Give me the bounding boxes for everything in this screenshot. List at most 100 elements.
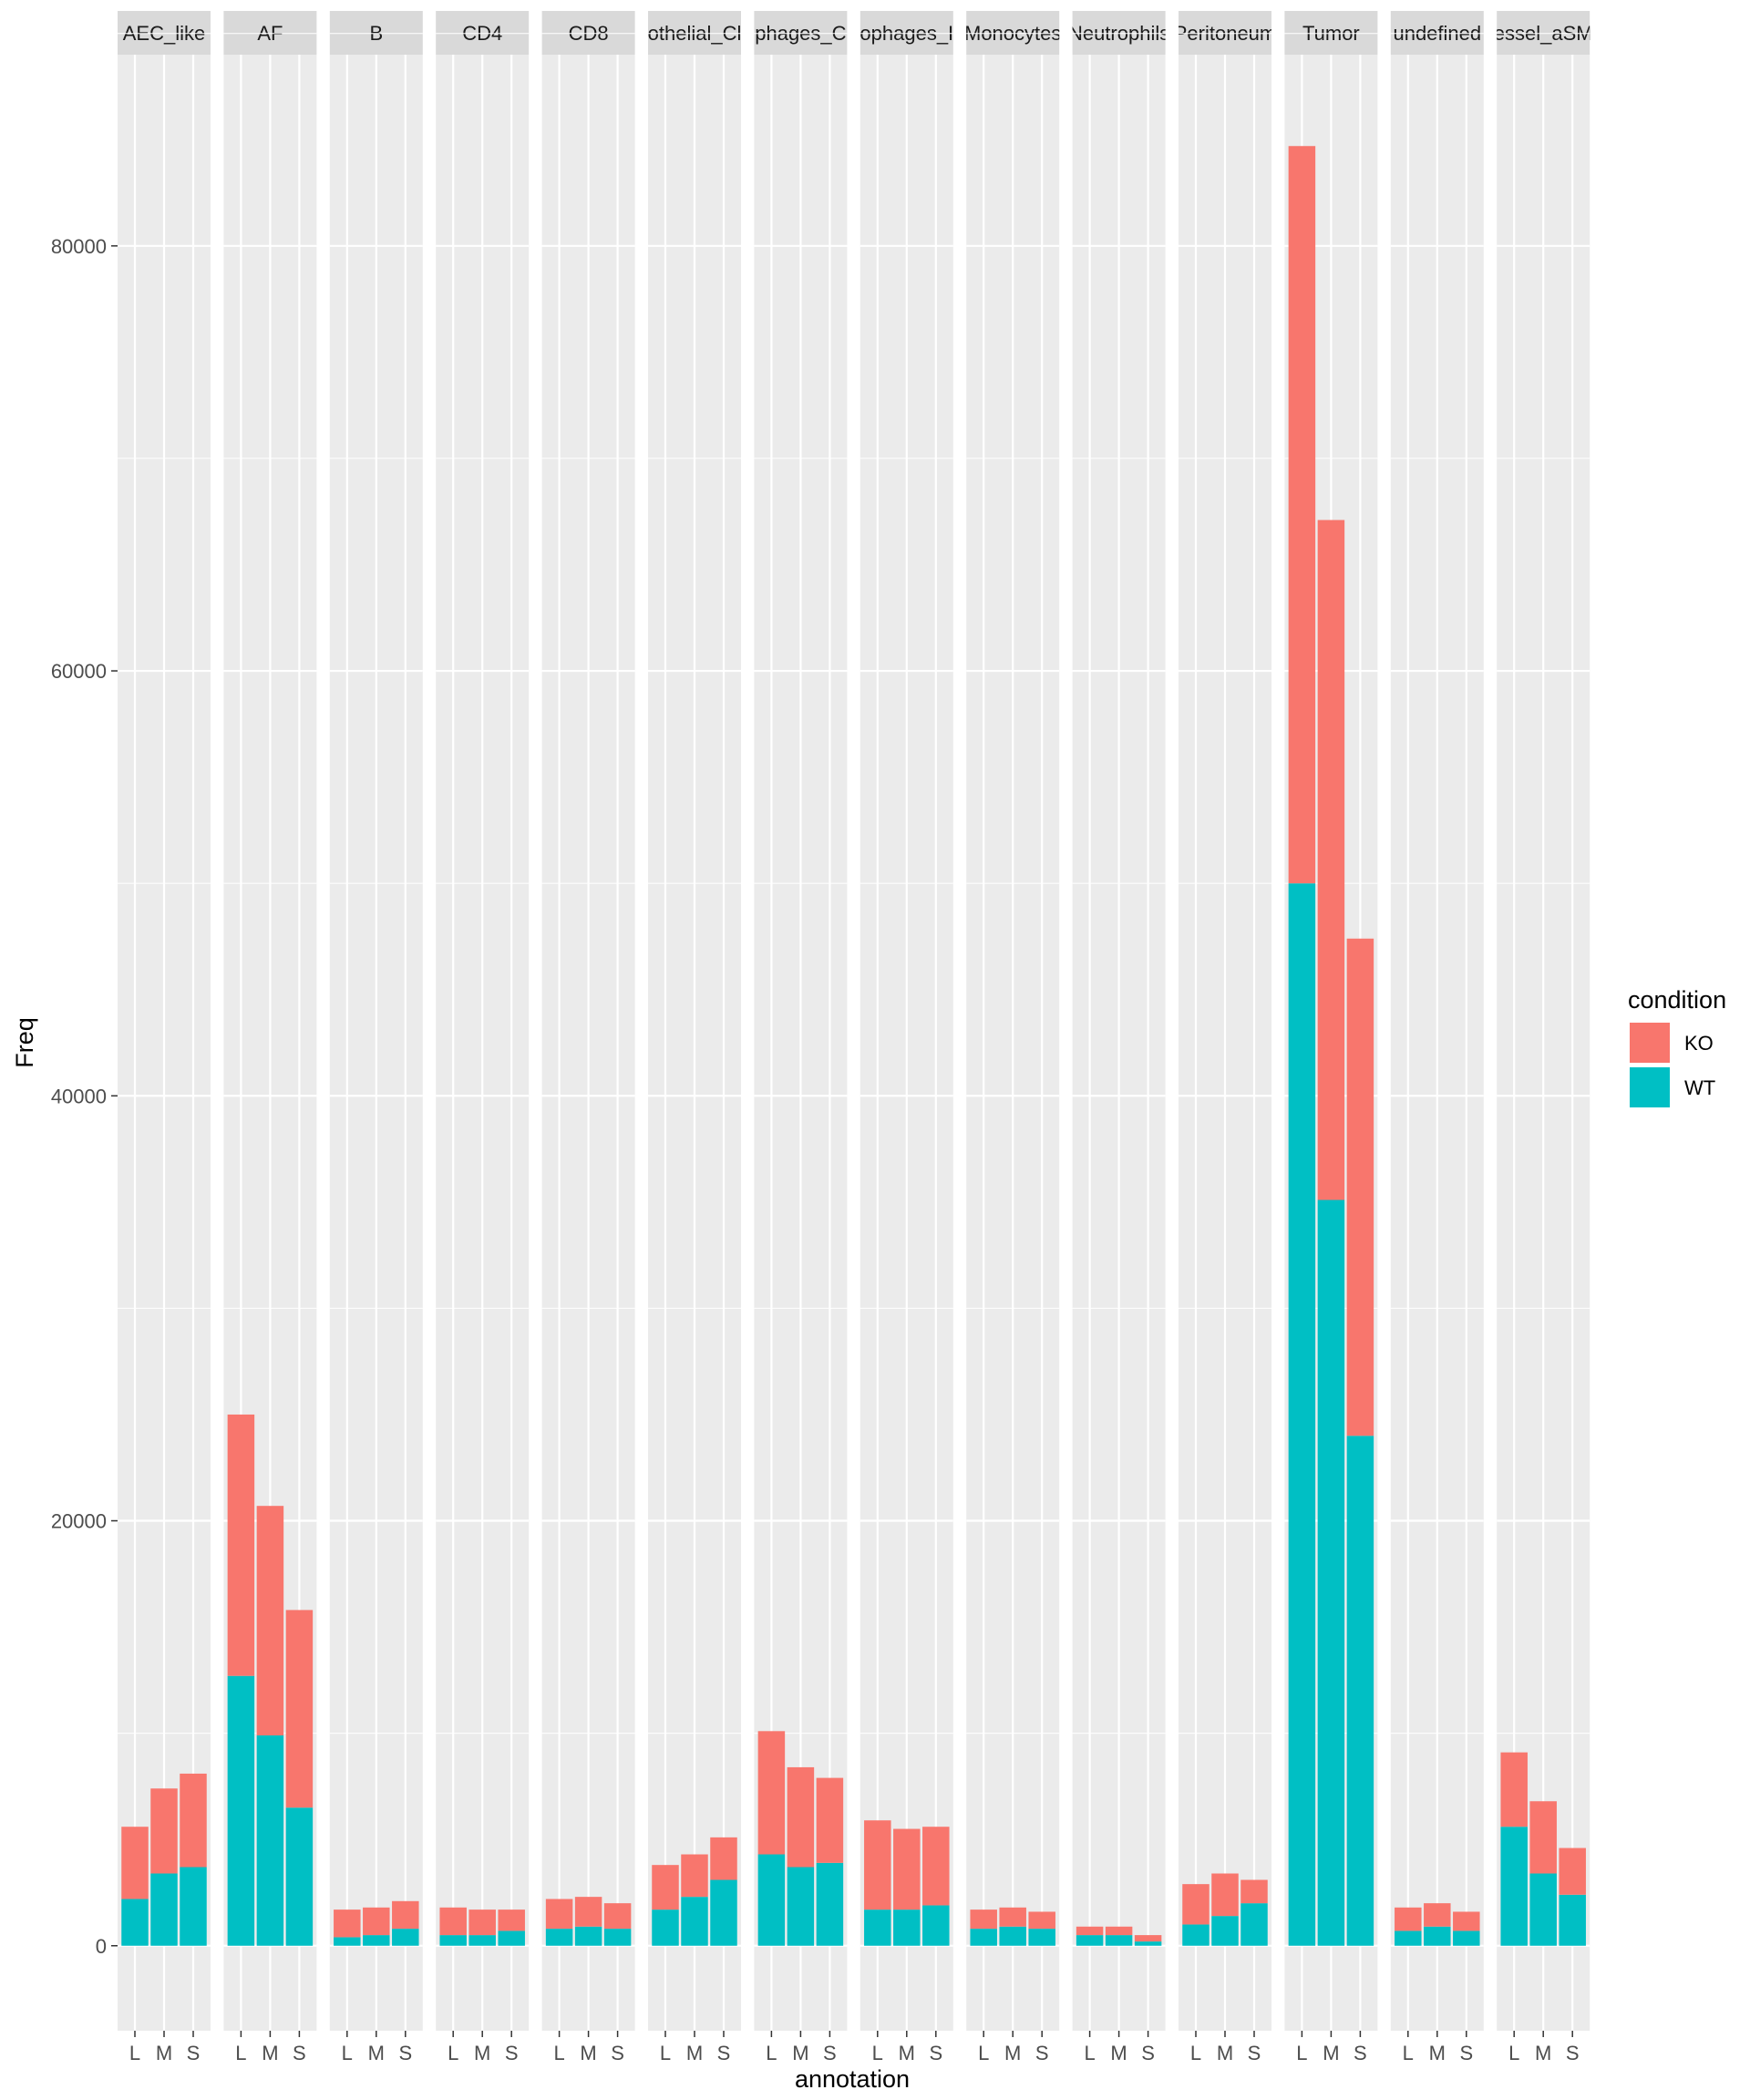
x-tick-label: L bbox=[872, 2042, 883, 2064]
bar-KO-S bbox=[1134, 1935, 1162, 1942]
bar-WT-L bbox=[1182, 1924, 1210, 1946]
bar-KO-M bbox=[681, 1854, 708, 1898]
bar-WT-L bbox=[1395, 1930, 1422, 1946]
facet-ophages_I: ophages_IL M S bbox=[860, 11, 953, 2064]
bar-WT-S bbox=[922, 1905, 950, 1946]
x-tick-label: S bbox=[505, 2042, 519, 2064]
facet-phages_C: phages_CL M S bbox=[754, 11, 848, 2064]
x-tick-label: S bbox=[1141, 2042, 1155, 2064]
bar-WT-L bbox=[864, 1910, 891, 1946]
x-tick-label: S bbox=[717, 2042, 731, 2064]
x-tick-label: M bbox=[1535, 2042, 1551, 2064]
bar-KO-L bbox=[227, 1414, 255, 1676]
facet-strip bbox=[329, 11, 423, 55]
x-tick-label: M bbox=[474, 2042, 490, 2064]
bar-WT-M bbox=[787, 1867, 815, 1946]
bar-WT-S bbox=[1453, 1930, 1480, 1946]
bar-KO-M bbox=[999, 1907, 1026, 1927]
bar-KO-S bbox=[498, 1910, 525, 1931]
x-tick-label: S bbox=[293, 2042, 306, 2064]
bar-KO-S bbox=[922, 1827, 950, 1906]
bar-WT-L bbox=[1076, 1935, 1104, 1946]
bar-KO-M bbox=[150, 1788, 178, 1874]
y-tick-label: 60000 bbox=[51, 660, 107, 683]
y-axis: 0 20000 40000 60000 80000 bbox=[51, 235, 118, 1958]
bar-KO-S bbox=[1453, 1911, 1480, 1931]
facet-strip bbox=[1179, 11, 1271, 55]
x-tick-label: M bbox=[368, 2042, 385, 2064]
bar-KO-M bbox=[256, 1506, 284, 1735]
x-tick-label: M bbox=[262, 2042, 278, 2064]
x-tick-label: L bbox=[342, 2042, 353, 2064]
bar-KO-S bbox=[710, 1837, 737, 1880]
bar-WT-S bbox=[498, 1930, 525, 1946]
x-tick-label: S bbox=[1354, 2042, 1367, 2064]
bar-KO-L bbox=[1182, 1884, 1210, 1925]
x-tick-label: S bbox=[1566, 2042, 1580, 2064]
bar-KO-L bbox=[1500, 1752, 1528, 1827]
legend: condition KO WT bbox=[1628, 986, 1726, 1107]
bar-WT-L bbox=[227, 1675, 255, 1946]
bar-KO-S bbox=[1346, 938, 1374, 1436]
bar-WT-S bbox=[1028, 1929, 1055, 1946]
bar-WT-M bbox=[893, 1910, 921, 1946]
bar-WT-M bbox=[999, 1926, 1026, 1946]
bar-WT-M bbox=[681, 1897, 708, 1946]
facet-strip bbox=[541, 11, 635, 55]
legend-label-KO: KO bbox=[1684, 1032, 1714, 1055]
x-tick-label: L bbox=[448, 2042, 458, 2064]
bar-WT-L bbox=[1500, 1827, 1528, 1946]
bar-WT-L bbox=[439, 1935, 467, 1946]
x-axis-title: annotation bbox=[795, 2065, 910, 2093]
facet-strip bbox=[118, 11, 211, 55]
bar-WT-M bbox=[1529, 1873, 1557, 1946]
facet-strip bbox=[1072, 11, 1166, 55]
bar-WT-S bbox=[1134, 1941, 1162, 1946]
bar-KO-M bbox=[787, 1766, 815, 1868]
facet-B: BL M S bbox=[329, 11, 423, 2064]
bar-KO-M bbox=[1211, 1873, 1239, 1917]
bar-WT-L bbox=[970, 1929, 997, 1946]
x-tick-label: L bbox=[129, 2042, 140, 2064]
facet-AF: AFL M S bbox=[223, 11, 317, 2064]
x-tick-label: S bbox=[1248, 2042, 1261, 2064]
bar-WT-L bbox=[545, 1929, 573, 1946]
x-tick-label: S bbox=[929, 2042, 942, 2064]
bar-WT-L bbox=[334, 1937, 361, 1946]
x-tick-label: L bbox=[1084, 2042, 1095, 2064]
bar-WT-L bbox=[652, 1910, 679, 1946]
facet-strip bbox=[1390, 11, 1484, 55]
x-tick-label: M bbox=[1004, 2042, 1021, 2064]
bar-WT-S bbox=[392, 1929, 419, 1946]
bar-WT-M bbox=[468, 1935, 496, 1946]
x-tick-label: S bbox=[1459, 2042, 1473, 2064]
x-tick-label: M bbox=[792, 2042, 808, 2064]
legend-key-KO bbox=[1630, 1023, 1670, 1063]
bar-WT-L bbox=[121, 1899, 149, 1946]
bar-KO-L bbox=[1288, 146, 1316, 884]
bar-WT-M bbox=[1105, 1935, 1133, 1946]
facet-strip bbox=[436, 11, 530, 55]
bar-KO-L bbox=[1395, 1907, 1422, 1931]
bar-KO-L bbox=[652, 1865, 679, 1910]
bar-WT-M bbox=[1424, 1926, 1451, 1946]
bar-KO-M bbox=[468, 1910, 496, 1936]
facet-strip bbox=[966, 11, 1060, 55]
bar-WT-S bbox=[1240, 1903, 1268, 1946]
bar-KO-L bbox=[864, 1820, 891, 1910]
facet-strip bbox=[1284, 11, 1378, 55]
x-tick-label: M bbox=[899, 2042, 915, 2064]
x-tick-label: M bbox=[686, 2042, 703, 2064]
bar-KO-M bbox=[893, 1828, 921, 1910]
bar-KO-L bbox=[121, 1827, 149, 1899]
x-tick-label: M bbox=[1323, 2042, 1339, 2064]
bar-KO-S bbox=[1028, 1911, 1055, 1930]
